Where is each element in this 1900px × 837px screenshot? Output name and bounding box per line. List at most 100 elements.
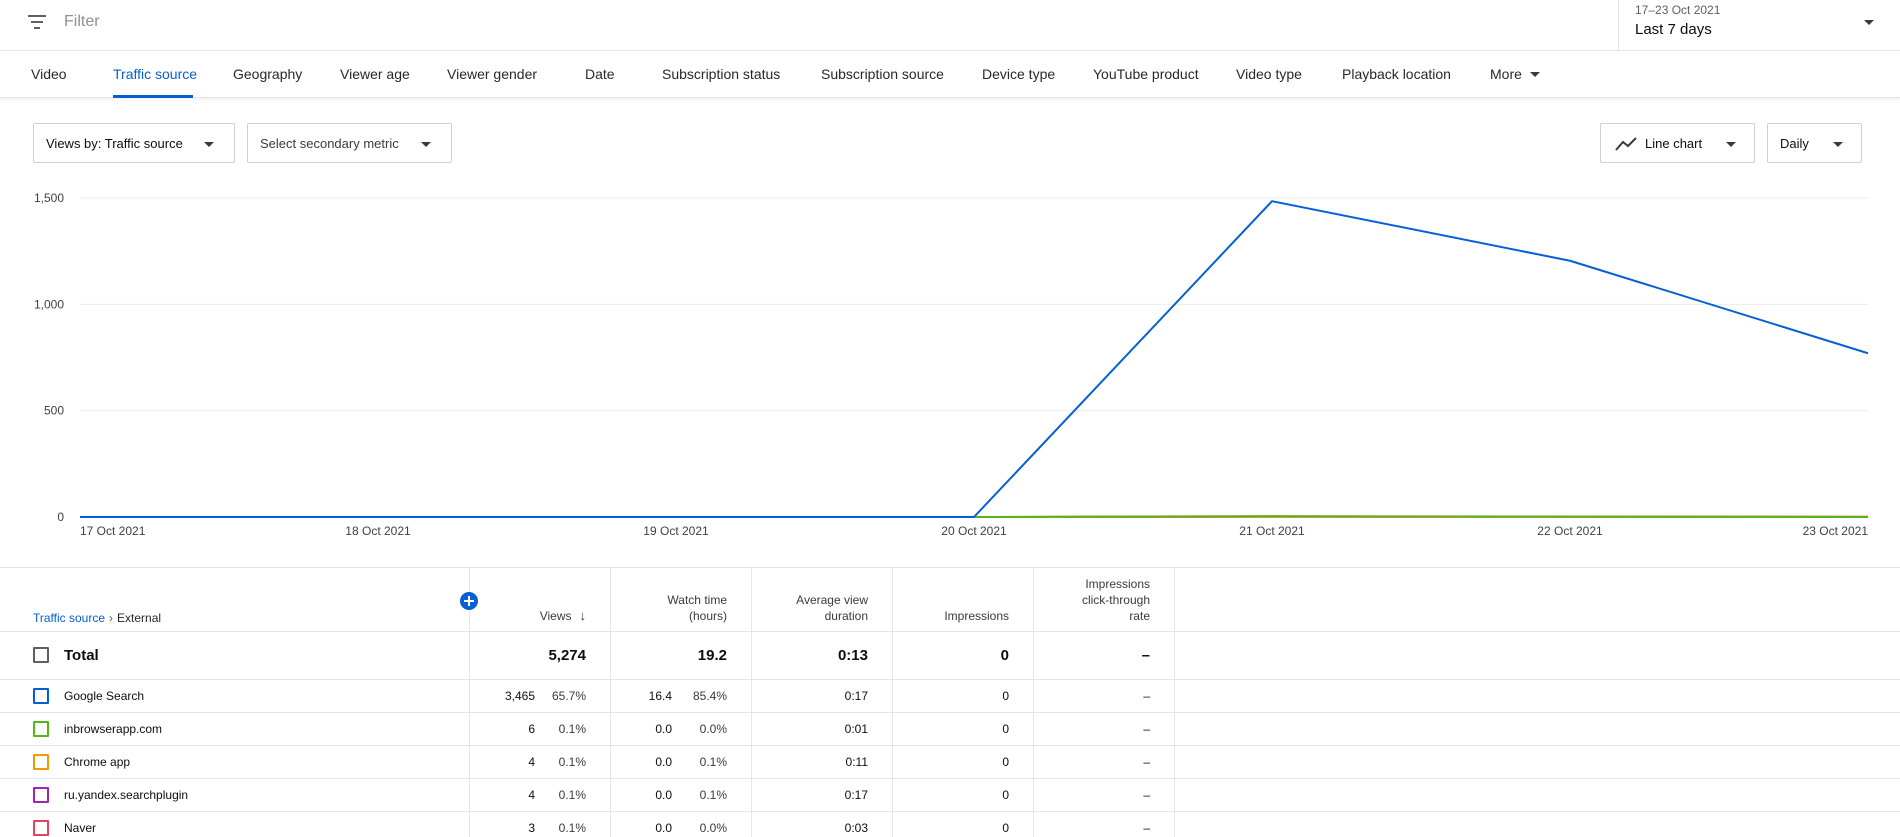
ctr-value: – [1143, 689, 1150, 703]
source-name: inbrowserapp.com [64, 722, 163, 736]
tab-more-label: More [1490, 66, 1522, 82]
views-value: 6 [528, 722, 535, 736]
series-line [80, 200, 1869, 518]
tab-subscription-source[interactable]: Subscription source [821, 66, 944, 82]
dimension-tabs: Video Traffic source Geography Viewer ag… [0, 51, 1900, 98]
impressions-value: 0 [1002, 788, 1009, 802]
line-chart-icon [1615, 137, 1637, 151]
ctr-value: – [1143, 821, 1150, 835]
header-watch-time-line1: Watch time [667, 593, 727, 607]
interval-dropdown[interactable]: Daily [1767, 123, 1862, 163]
chevron-down-icon [1726, 142, 1736, 147]
tab-geography[interactable]: Geography [233, 66, 303, 82]
header-impressions[interactable]: Impressions [944, 609, 1009, 623]
column-divider [1033, 568, 1034, 837]
avd-value: 0:17 [844, 788, 868, 802]
watch-time-percent: 85.4% [692, 689, 727, 703]
header-impressions-ctr[interactable]: Impressions click-through rate [1043, 576, 1150, 624]
table-row[interactable]: Google Search 3,465 65.7% 16.4 85.4% 0:1… [0, 679, 1900, 712]
ctr-value: – [1143, 722, 1150, 736]
tab-playback-location[interactable]: Playback location [1342, 66, 1451, 82]
tab-subscription-status[interactable]: Subscription status [662, 66, 781, 82]
date-range-text: 17–23 Oct 2021 [1635, 3, 1721, 17]
impressions-value: 0 [1002, 755, 1009, 769]
table-row[interactable]: inbrowserapp.com 6 0.1% 0.0 0.0% 0:01 0 … [0, 712, 1900, 745]
chevron-down-icon [1529, 72, 1540, 77]
views-percent: 0.1% [558, 788, 586, 802]
y-tick-label: 500 [44, 404, 64, 418]
avd-value: 0:01 [844, 722, 868, 736]
impressions-value: 0 [1002, 821, 1009, 835]
add-metric-button[interactable] [460, 592, 478, 610]
header-average-view-duration[interactable]: Average view duration [761, 592, 868, 624]
date-range-label: Last 7 days [1635, 21, 1712, 38]
source-name: Google Search [64, 689, 145, 703]
column-divider [610, 568, 611, 837]
avd-value: 0:11 [845, 755, 868, 769]
sort-descending-icon: ↓ [579, 608, 587, 623]
watch-time-percent: 0.0% [699, 722, 727, 736]
chart-type-dropdown[interactable]: Line chart [1600, 123, 1755, 163]
column-divider [469, 568, 470, 837]
chevron-right-icon: › [109, 611, 114, 625]
views-value: 3 [528, 821, 535, 835]
breadcrumb: Traffic source › External [33, 611, 161, 625]
tab-viewer-gender[interactable]: Viewer gender [447, 66, 538, 82]
date-range-picker[interactable]: 17–23 Oct 2021 Last 7 days [1618, 0, 1900, 51]
ctr-value: – [1143, 788, 1150, 802]
watch-time-percent: 0.1% [699, 788, 727, 802]
header-watch-time-line2: (hours) [688, 609, 727, 623]
watch-time-value: 0.0 [655, 821, 672, 835]
views-percent: 0.1% [558, 755, 586, 769]
breadcrumb-current: External [117, 611, 162, 625]
table-row[interactable]: ru.yandex.searchplugin 4 0.1% 0.0 0.1% 0… [0, 778, 1900, 811]
tab-viewer-age[interactable]: Viewer age [340, 66, 410, 82]
secondary-metric-dropdown[interactable]: Select secondary metric [247, 123, 452, 163]
chevron-down-icon [1833, 142, 1843, 147]
column-divider [892, 568, 893, 837]
table-row[interactable]: Naver 3 0.1% 0.0 0.0% 0:03 0 – [0, 811, 1900, 837]
series-checkbox[interactable] [33, 754, 49, 770]
source-name: Naver [64, 821, 97, 835]
header-views[interactable]: Views ↓ [480, 608, 586, 624]
x-tick-label: 18 Oct 2021 [345, 524, 411, 538]
ctr-value: – [1143, 755, 1150, 769]
x-tick-label: 20 Oct 2021 [941, 524, 1007, 538]
tab-date[interactable]: Date [585, 66, 615, 82]
tab-video[interactable]: Video [31, 66, 67, 82]
chevron-down-icon [1864, 20, 1874, 25]
series-checkbox[interactable] [33, 787, 49, 803]
x-tick-label: 22 Oct 2021 [1537, 524, 1603, 538]
table-row[interactable]: Chrome app 4 0.1% 0.0 0.1% 0:11 0 – [0, 745, 1900, 778]
total-ctr: – [1141, 647, 1150, 664]
breadcrumb-link-traffic-source[interactable]: Traffic source [33, 611, 106, 625]
primary-metric-label: Views by: Traffic source [46, 136, 183, 151]
tab-traffic-source[interactable]: Traffic source [113, 66, 198, 82]
chart-type-label: Line chart [1645, 136, 1703, 151]
series-checkbox[interactable] [33, 688, 49, 704]
header-views-label: Views [539, 609, 572, 623]
views-value: 3,465 [504, 689, 535, 703]
total-checkbox[interactable] [33, 647, 49, 663]
x-tick-label: 21 Oct 2021 [1239, 524, 1305, 538]
header-watch-time[interactable]: Watch time (hours) [620, 592, 727, 624]
avd-value: 0:17 [844, 689, 868, 703]
tab-device-type[interactable]: Device type [982, 66, 1056, 82]
tab-video-type[interactable]: Video type [1236, 66, 1302, 82]
filter-icon[interactable] [27, 15, 47, 29]
tab-youtube-product[interactable]: YouTube product [1093, 66, 1199, 82]
primary-metric-dropdown[interactable]: Views by: Traffic source [33, 123, 235, 163]
total-impressions: 0 [1000, 647, 1009, 664]
series-checkbox[interactable] [33, 721, 49, 737]
views-percent: 65.7% [551, 689, 586, 703]
tab-more[interactable]: More [1490, 66, 1540, 82]
table-row-total: Total 5,274 19.2 0:13 0 – [0, 631, 1900, 679]
filter-input[interactable]: Filter [64, 13, 100, 30]
active-tab-indicator [113, 95, 193, 98]
chevron-down-icon [204, 142, 214, 147]
views-value: 4 [528, 755, 535, 769]
x-tick-label: 17 Oct 2021 [80, 524, 146, 538]
series-checkbox[interactable] [33, 820, 49, 836]
filter-bar: Filter 17–23 Oct 2021 Last 7 days [0, 0, 1900, 51]
y-tick-label: 1,000 [34, 297, 64, 311]
